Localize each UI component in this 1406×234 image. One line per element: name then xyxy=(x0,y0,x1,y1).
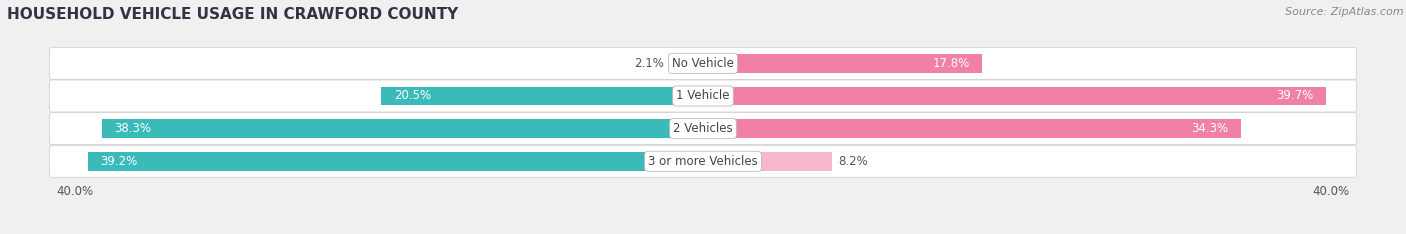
Text: 2 Vehicles: 2 Vehicles xyxy=(673,122,733,135)
Bar xyxy=(703,119,1241,138)
Bar xyxy=(703,152,832,171)
Bar xyxy=(381,87,703,106)
FancyBboxPatch shape xyxy=(49,47,1357,79)
Text: Source: ZipAtlas.com: Source: ZipAtlas.com xyxy=(1285,7,1403,17)
Text: 34.3%: 34.3% xyxy=(1192,122,1229,135)
FancyBboxPatch shape xyxy=(49,145,1357,177)
Bar xyxy=(703,87,1326,106)
Bar xyxy=(87,152,703,171)
Text: 2.1%: 2.1% xyxy=(634,57,664,70)
Text: 20.5%: 20.5% xyxy=(394,89,430,102)
FancyBboxPatch shape xyxy=(49,80,1357,112)
Text: 8.2%: 8.2% xyxy=(838,155,868,168)
Text: 17.8%: 17.8% xyxy=(932,57,970,70)
Text: 39.2%: 39.2% xyxy=(100,155,138,168)
Bar xyxy=(671,54,703,73)
Bar xyxy=(703,54,983,73)
Text: 3 or more Vehicles: 3 or more Vehicles xyxy=(648,155,758,168)
Text: 1 Vehicle: 1 Vehicle xyxy=(676,89,730,102)
Text: 39.7%: 39.7% xyxy=(1277,89,1313,102)
Text: No Vehicle: No Vehicle xyxy=(672,57,734,70)
Text: 38.3%: 38.3% xyxy=(114,122,152,135)
FancyBboxPatch shape xyxy=(49,113,1357,145)
Text: HOUSEHOLD VEHICLE USAGE IN CRAWFORD COUNTY: HOUSEHOLD VEHICLE USAGE IN CRAWFORD COUN… xyxy=(7,7,458,22)
Bar xyxy=(101,119,703,138)
Legend: Owner-occupied, Renter-occupied: Owner-occupied, Renter-occupied xyxy=(572,231,834,234)
